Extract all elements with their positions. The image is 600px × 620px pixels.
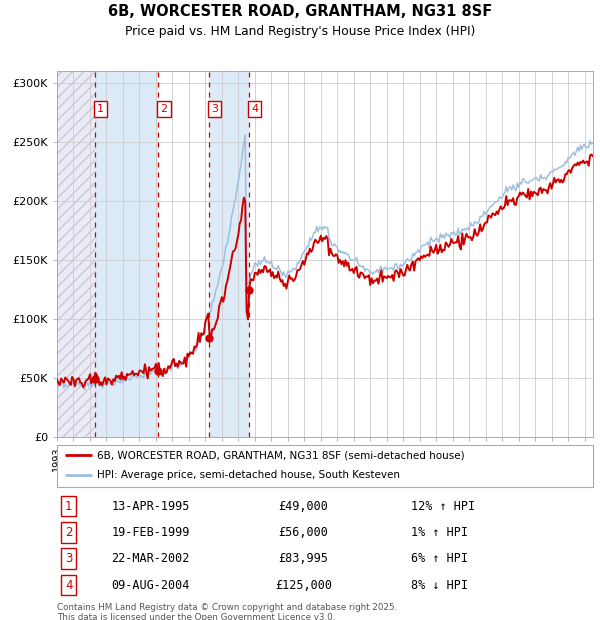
Text: 4: 4: [65, 578, 73, 591]
Text: 1% ↑ HPI: 1% ↑ HPI: [410, 526, 467, 539]
Text: 3: 3: [211, 104, 218, 114]
Text: 3: 3: [65, 552, 73, 565]
Text: 6B, WORCESTER ROAD, GRANTHAM, NG31 8SF: 6B, WORCESTER ROAD, GRANTHAM, NG31 8SF: [108, 4, 492, 19]
Text: 6B, WORCESTER ROAD, GRANTHAM, NG31 8SF (semi-detached house): 6B, WORCESTER ROAD, GRANTHAM, NG31 8SF (…: [97, 450, 465, 460]
Text: 12% ↑ HPI: 12% ↑ HPI: [410, 500, 475, 513]
Text: £125,000: £125,000: [275, 578, 332, 591]
Text: £49,000: £49,000: [278, 500, 328, 513]
Bar: [95, 71, 158, 437]
Text: 8% ↓ HPI: 8% ↓ HPI: [410, 578, 467, 591]
Text: 4: 4: [251, 104, 258, 114]
Text: 09-AUG-2004: 09-AUG-2004: [112, 578, 190, 591]
Text: Price paid vs. HM Land Registry's House Price Index (HPI): Price paid vs. HM Land Registry's House …: [125, 25, 475, 38]
Text: 2: 2: [65, 526, 73, 539]
Bar: [57, 71, 95, 437]
Text: 19-FEB-1999: 19-FEB-1999: [112, 526, 190, 539]
Text: 6% ↑ HPI: 6% ↑ HPI: [410, 552, 467, 565]
Text: 13-APR-1995: 13-APR-1995: [112, 500, 190, 513]
Text: 1: 1: [65, 500, 73, 513]
Text: 22-MAR-2002: 22-MAR-2002: [112, 552, 190, 565]
Text: £56,000: £56,000: [278, 526, 328, 539]
Text: 2: 2: [160, 104, 167, 114]
Bar: [209, 71, 248, 437]
Text: £83,995: £83,995: [278, 552, 328, 565]
Text: 1: 1: [97, 104, 104, 114]
Text: Contains HM Land Registry data © Crown copyright and database right 2025.
This d: Contains HM Land Registry data © Crown c…: [57, 603, 397, 620]
Text: HPI: Average price, semi-detached house, South Kesteven: HPI: Average price, semi-detached house,…: [97, 470, 400, 480]
